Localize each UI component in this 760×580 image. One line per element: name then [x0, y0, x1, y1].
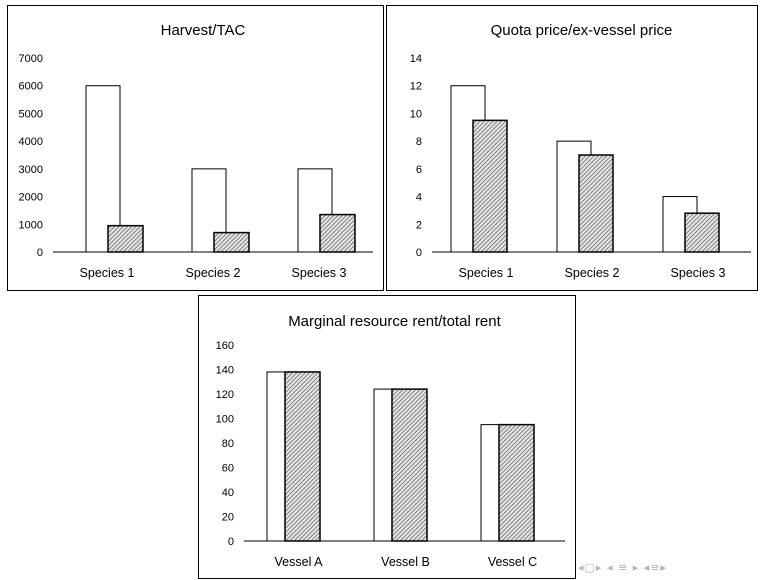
y-tick-label: 120 — [216, 389, 234, 401]
bar-hatched — [284, 371, 321, 542]
section-icon[interactable]: ≡ — [617, 561, 629, 574]
beamer-navigation[interactable]: ◂▢▸ ◂ ≡ ▸ ◂≡▸ — [578, 561, 758, 575]
y-tick-label: 80 — [222, 438, 234, 450]
x-category-label: Vessel B — [381, 555, 430, 569]
bar-hatched — [498, 423, 535, 542]
y-tick-label: 20 — [222, 512, 234, 524]
x-category-label: Species 3 — [671, 266, 726, 280]
y-tick-label: 6 — [416, 164, 422, 176]
y-tick-label: 4000 — [19, 136, 43, 148]
bar-hatched — [391, 388, 428, 542]
x-category-label: Species 2 — [186, 266, 241, 280]
bar-hatched — [107, 224, 144, 253]
bar-hatched — [213, 231, 250, 253]
arrow-right-icon[interactable]: ▸ — [632, 561, 640, 574]
y-tick-label: 2000 — [19, 192, 43, 204]
y-tick-label: 5000 — [19, 108, 43, 120]
chart-panel-quota-price: Quota price/ex-vessel price 0 2 4 6 8 10 12 14 Sp… — [386, 5, 758, 291]
x-category-label: Vessel C — [488, 555, 537, 569]
x-category-label: Species 2 — [565, 266, 620, 280]
bar-open — [373, 388, 393, 542]
chart-title: Marginal resource rent/total rent — [288, 313, 501, 330]
y-tick-label: 8 — [416, 136, 422, 148]
x-category-label: Species 3 — [292, 266, 347, 280]
y-tick-label: 6000 — [19, 81, 43, 93]
y-tick-label: 7000 — [19, 53, 43, 65]
bar-open — [85, 85, 121, 253]
x-category-label: Vessel A — [275, 555, 324, 569]
y-tick-label: 12 — [410, 81, 422, 93]
chart-harvest-tac: Harvest/TAC 0 1000 2000 3000 4000 5000 6000 7000… — [19, 22, 373, 280]
bar-hatched — [319, 213, 356, 253]
bar-hatched — [472, 119, 508, 253]
y-tick-label: 0 — [228, 536, 234, 548]
y-tick-label: 160 — [216, 340, 234, 352]
chart-title: Quota price/ex-vessel price — [491, 22, 673, 39]
bar-open — [480, 424, 500, 542]
y-tick-label: 60 — [222, 463, 234, 475]
y-tick-label: 4 — [416, 192, 422, 204]
subsection-icon[interactable]: ◂≡▸ — [643, 561, 667, 574]
y-tick-label: 14 — [410, 53, 422, 65]
y-tick-label: 0 — [37, 247, 43, 259]
chart-panel-marginal-rent: Marginal resource rent/total rent 0 20 40 60… — [198, 295, 576, 579]
arrow-left-icon[interactable]: ◂ — [606, 561, 614, 574]
y-tick-label: 40 — [222, 487, 234, 499]
chart-panel-harvest-tac: Harvest/TAC 0 1000 2000 3000 4000 5000 6000 7000… — [7, 5, 384, 291]
bar-open — [266, 371, 286, 542]
y-tick-label: 2 — [416, 219, 422, 231]
x-category-label: Species 1 — [80, 266, 135, 280]
y-tick-label: 0 — [416, 247, 422, 259]
bar-hatched — [684, 212, 720, 253]
x-category-label: Species 1 — [459, 266, 514, 280]
y-tick-label: 1000 — [19, 219, 43, 231]
chart-quota-price: Quota price/ex-vessel price 0 2 4 6 8 10 12 14 Sp… — [410, 22, 751, 280]
y-tick-label: 100 — [216, 414, 234, 426]
y-tick-label: 140 — [216, 365, 234, 377]
chart-title: Harvest/TAC — [161, 22, 246, 39]
bar-hatched — [578, 154, 614, 253]
y-tick-label: 3000 — [19, 164, 43, 176]
page-nav-icon[interactable]: ◂▢▸ — [578, 561, 603, 574]
y-tick-label: 10 — [410, 108, 422, 120]
chart-marginal-rent: Marginal resource rent/total rent 0 20 40 60… — [216, 313, 565, 569]
